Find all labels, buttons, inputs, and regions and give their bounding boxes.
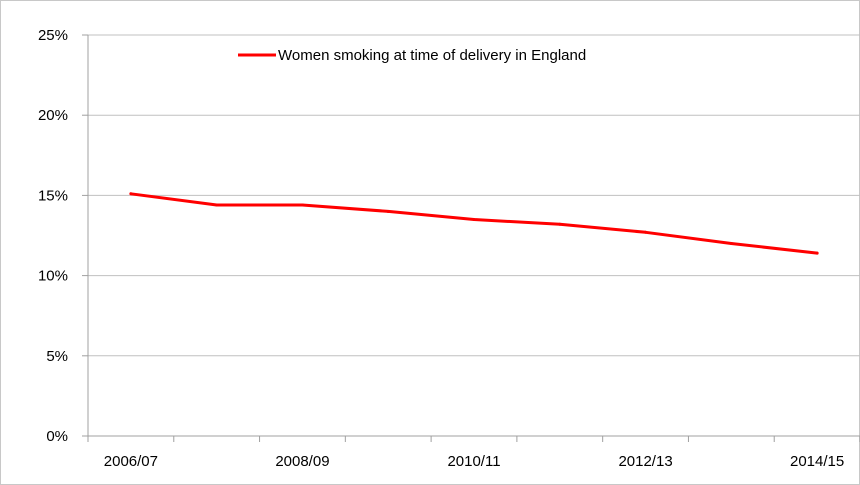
x-tick-label: 2014/15 [790,453,844,470]
gridlines [88,34,860,437]
legend: Women smoking at time of delivery in Eng… [238,47,586,64]
data-point [815,251,819,255]
x-axis [82,34,860,442]
x-axis-labels: 2006/07 2008/09 2010/11 2012/13 2014/15 [104,453,844,470]
data-point [215,203,219,207]
y-tick-label: 5% [46,348,68,365]
x-tick-label: 2008/09 [275,453,329,470]
x-tick-label: 2012/13 [618,453,672,470]
legend-label: Women smoking at time of delivery in Eng… [278,47,586,64]
data-point [644,230,648,234]
data-point [300,203,304,207]
data-point [558,222,562,226]
x-tick-label: 2006/07 [104,453,158,470]
data-point [729,242,733,246]
data-point [472,217,476,221]
y-axis-labels: 0% 5% 10% 15% 20% 25% [38,27,68,445]
data-point [129,192,133,196]
y-tick-label: 10% [38,268,68,285]
y-tick-label: 20% [38,107,68,124]
y-tick-label: 25% [38,27,68,44]
x-tick-label: 2010/11 [447,453,500,470]
y-tick-label: 15% [38,187,68,204]
data-point [386,209,390,213]
series-layer [129,192,819,255]
y-tick-label: 0% [46,428,68,445]
